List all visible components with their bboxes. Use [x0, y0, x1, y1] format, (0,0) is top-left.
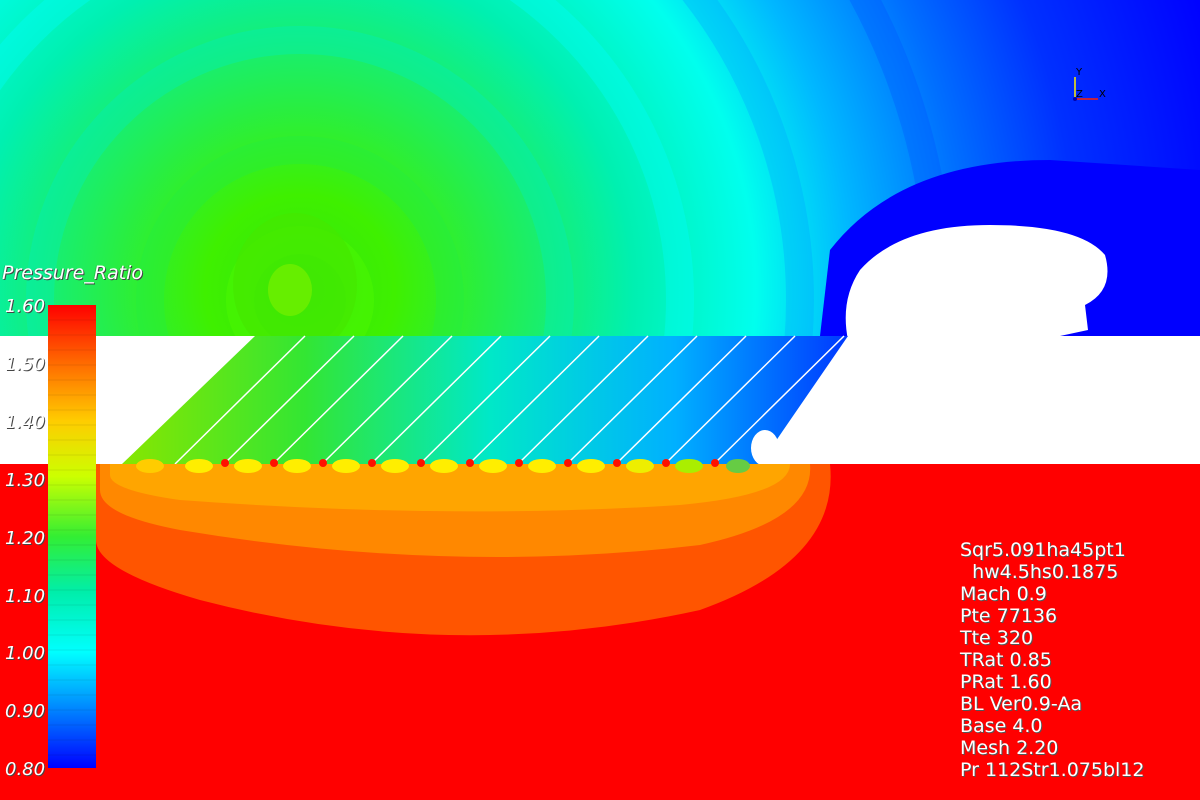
colorbar-tick-1-30: 1.30: [5, 470, 46, 491]
colorbar-tick-1-50: 1.50: [5, 354, 46, 375]
axis-label-x: X: [1099, 89, 1106, 100]
separation-blob: [845, 225, 1108, 340]
colorbar-bands: [48, 319, 96, 756]
axis-label-z: Z: [1076, 89, 1083, 100]
colorbar-tick-0-80: 0.80: [5, 759, 46, 780]
info-line: PRat 1.60: [960, 671, 1052, 693]
hole-exit-spots: [136, 459, 750, 473]
axis-label-y: Y: [1075, 67, 1083, 78]
info-line: BL Ver0.9-Aa: [960, 693, 1082, 715]
info-line: Mesh 2.20: [960, 737, 1059, 759]
info-line: Pte 77136: [960, 605, 1058, 627]
info-line: Tte 320: [960, 627, 1034, 649]
orientation-axes-icon: Y Z X: [1073, 67, 1106, 101]
plenum-orange-inner: [110, 464, 790, 512]
case-info-panel: Sqr5.091ha45pt1 hw4.5hs0.1875 Mach 0.9 P…: [960, 539, 1195, 781]
info-line: Base 4.0: [960, 715, 1043, 737]
colorbar-tick-1-20: 1.20: [5, 528, 46, 549]
passage-separation: [751, 430, 779, 466]
high-pressure-core: [268, 264, 312, 316]
colorbar-tick-0-90: 0.90: [5, 701, 46, 722]
info-line: Mach 0.9: [960, 583, 1047, 605]
colorbar-tick-1-40: 1.40: [5, 412, 46, 433]
info-line: Sqr5.091ha45pt1: [960, 539, 1126, 561]
info-line: Pr 112Str1.075bl12: [960, 759, 1145, 781]
colorbar-tick-1-60: 1.60: [5, 296, 46, 317]
colorbar-tick-1-10: 1.10: [5, 586, 46, 607]
colorbar: [48, 305, 96, 768]
info-line: hw4.5hs0.1875: [960, 561, 1119, 583]
colorbar-title: Pressure_Ratio: [2, 262, 143, 284]
vanes: [174, 335, 845, 465]
info-line: TRat 0.85: [960, 649, 1052, 671]
colorbar-tick-1-00: 1.00: [5, 643, 46, 664]
